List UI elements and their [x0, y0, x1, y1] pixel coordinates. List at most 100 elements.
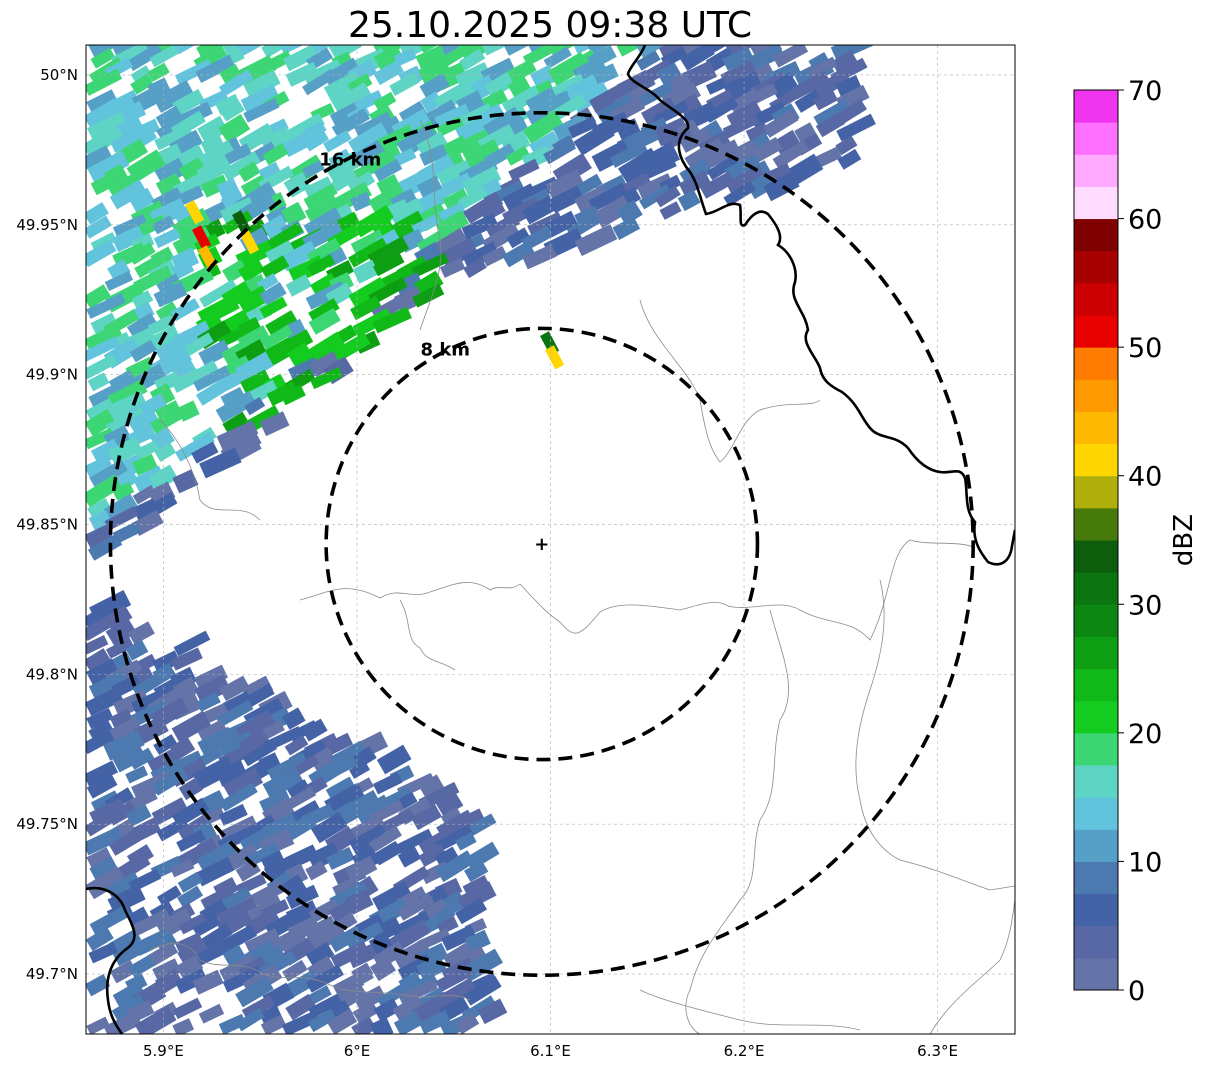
colorbar-frame — [1073, 89, 1119, 991]
echo-gate — [177, 938, 210, 966]
echo-gate — [303, 207, 342, 237]
echo-gate — [243, 98, 280, 123]
echo-gate — [259, 281, 287, 306]
echo-gate — [111, 993, 147, 1023]
echo-gate — [147, 464, 179, 492]
echo-gate — [87, 45, 131, 58]
echo-gate — [86, 826, 124, 856]
echo-gate — [353, 139, 387, 169]
echo-gate — [285, 884, 319, 910]
echo-gate — [574, 205, 600, 226]
echo-gate — [592, 63, 619, 86]
echo-gate — [235, 45, 271, 57]
echo-gate — [283, 45, 319, 72]
echo-gate — [86, 98, 124, 132]
echo-gate — [86, 617, 111, 641]
echo-gate — [503, 45, 539, 56]
echo-gate — [218, 803, 248, 826]
range-ring-16km — [108, 110, 975, 978]
echo-gate — [680, 45, 717, 60]
echo-gate — [699, 139, 742, 171]
echo-gate — [153, 281, 188, 308]
echo-gate — [191, 441, 219, 464]
echo-gate — [373, 158, 403, 182]
echo-gate — [455, 831, 477, 851]
colorbar-swatch — [1074, 186, 1118, 220]
echo-gate — [195, 375, 234, 406]
boundary-line — [399, 599, 456, 671]
echo-gate — [200, 885, 235, 911]
echo-gate — [522, 110, 564, 144]
echo-gate — [111, 225, 145, 253]
colorbar-swatch — [1074, 636, 1118, 670]
echo-gate — [392, 938, 432, 970]
map-frame — [85, 44, 1016, 1035]
echo-gate — [90, 174, 115, 196]
colorbar-swatch — [1074, 411, 1118, 445]
echo-gate — [720, 59, 757, 87]
echo-gate — [397, 846, 422, 868]
colorbar-swatch — [1074, 347, 1118, 380]
x-tick-label: 5.9°E — [143, 1042, 184, 1060]
echo-gate — [86, 687, 124, 717]
colorbar-swatch — [1074, 668, 1118, 702]
echo-gate — [505, 145, 531, 166]
echo-gate — [323, 130, 352, 153]
echo-gate — [155, 301, 180, 323]
echo-gate — [461, 213, 499, 240]
echo-gate — [215, 390, 257, 423]
echo-gate — [112, 980, 145, 1007]
boundary-line — [929, 899, 1015, 1034]
echo-gate — [105, 637, 135, 659]
echo-gate — [244, 396, 266, 416]
echo-gate — [302, 68, 337, 96]
echo-gate — [178, 777, 203, 801]
echo-gate — [222, 767, 264, 801]
echo-gate — [199, 447, 242, 479]
y-tick-label: 50°N — [40, 66, 78, 84]
echo-gate — [591, 140, 632, 172]
echo-gate — [349, 761, 371, 779]
echo-gate — [502, 240, 535, 268]
echo-gate — [372, 840, 403, 866]
echo-gate — [128, 954, 156, 978]
echo-gate — [219, 196, 256, 224]
echo-gate — [88, 670, 128, 699]
colorbar-swatch — [1074, 765, 1118, 798]
echo-gate — [192, 915, 222, 938]
echo-gate — [192, 756, 236, 790]
echo-gate — [106, 800, 137, 826]
echo-gate — [281, 131, 314, 158]
echo-gate — [218, 114, 251, 144]
echo-gate — [659, 201, 682, 220]
echo-gate — [89, 856, 120, 884]
echo-gate — [506, 227, 531, 249]
echo-gate — [125, 765, 149, 784]
echo-gate — [86, 524, 114, 551]
echo-gate — [279, 931, 310, 958]
x-tick-label: 6.2°E — [724, 1042, 765, 1060]
echo-gate — [485, 213, 521, 240]
echo-gate — [147, 481, 176, 508]
echo-gate — [677, 189, 701, 212]
echo-gate — [419, 73, 450, 99]
echo-gate — [350, 229, 386, 257]
echo-gate — [90, 47, 116, 69]
echo-gate — [788, 153, 824, 185]
echo-gate — [325, 846, 355, 871]
echo-gate — [332, 332, 371, 363]
echo-gate — [435, 824, 474, 852]
echo-gate — [281, 201, 307, 227]
colorbar-tick-label: 40 — [1128, 462, 1162, 493]
echo-gate — [87, 372, 110, 392]
echo-gate — [86, 760, 119, 787]
echo-gate — [705, 47, 736, 73]
echo-gate — [440, 45, 476, 68]
echo-gate — [174, 968, 208, 994]
echo-gate — [172, 469, 199, 494]
echo-gate — [155, 105, 185, 132]
echo-gate — [463, 257, 487, 279]
colorbar-swatch — [1074, 379, 1118, 412]
echo-gate — [522, 45, 561, 67]
echo-gate — [196, 45, 233, 59]
